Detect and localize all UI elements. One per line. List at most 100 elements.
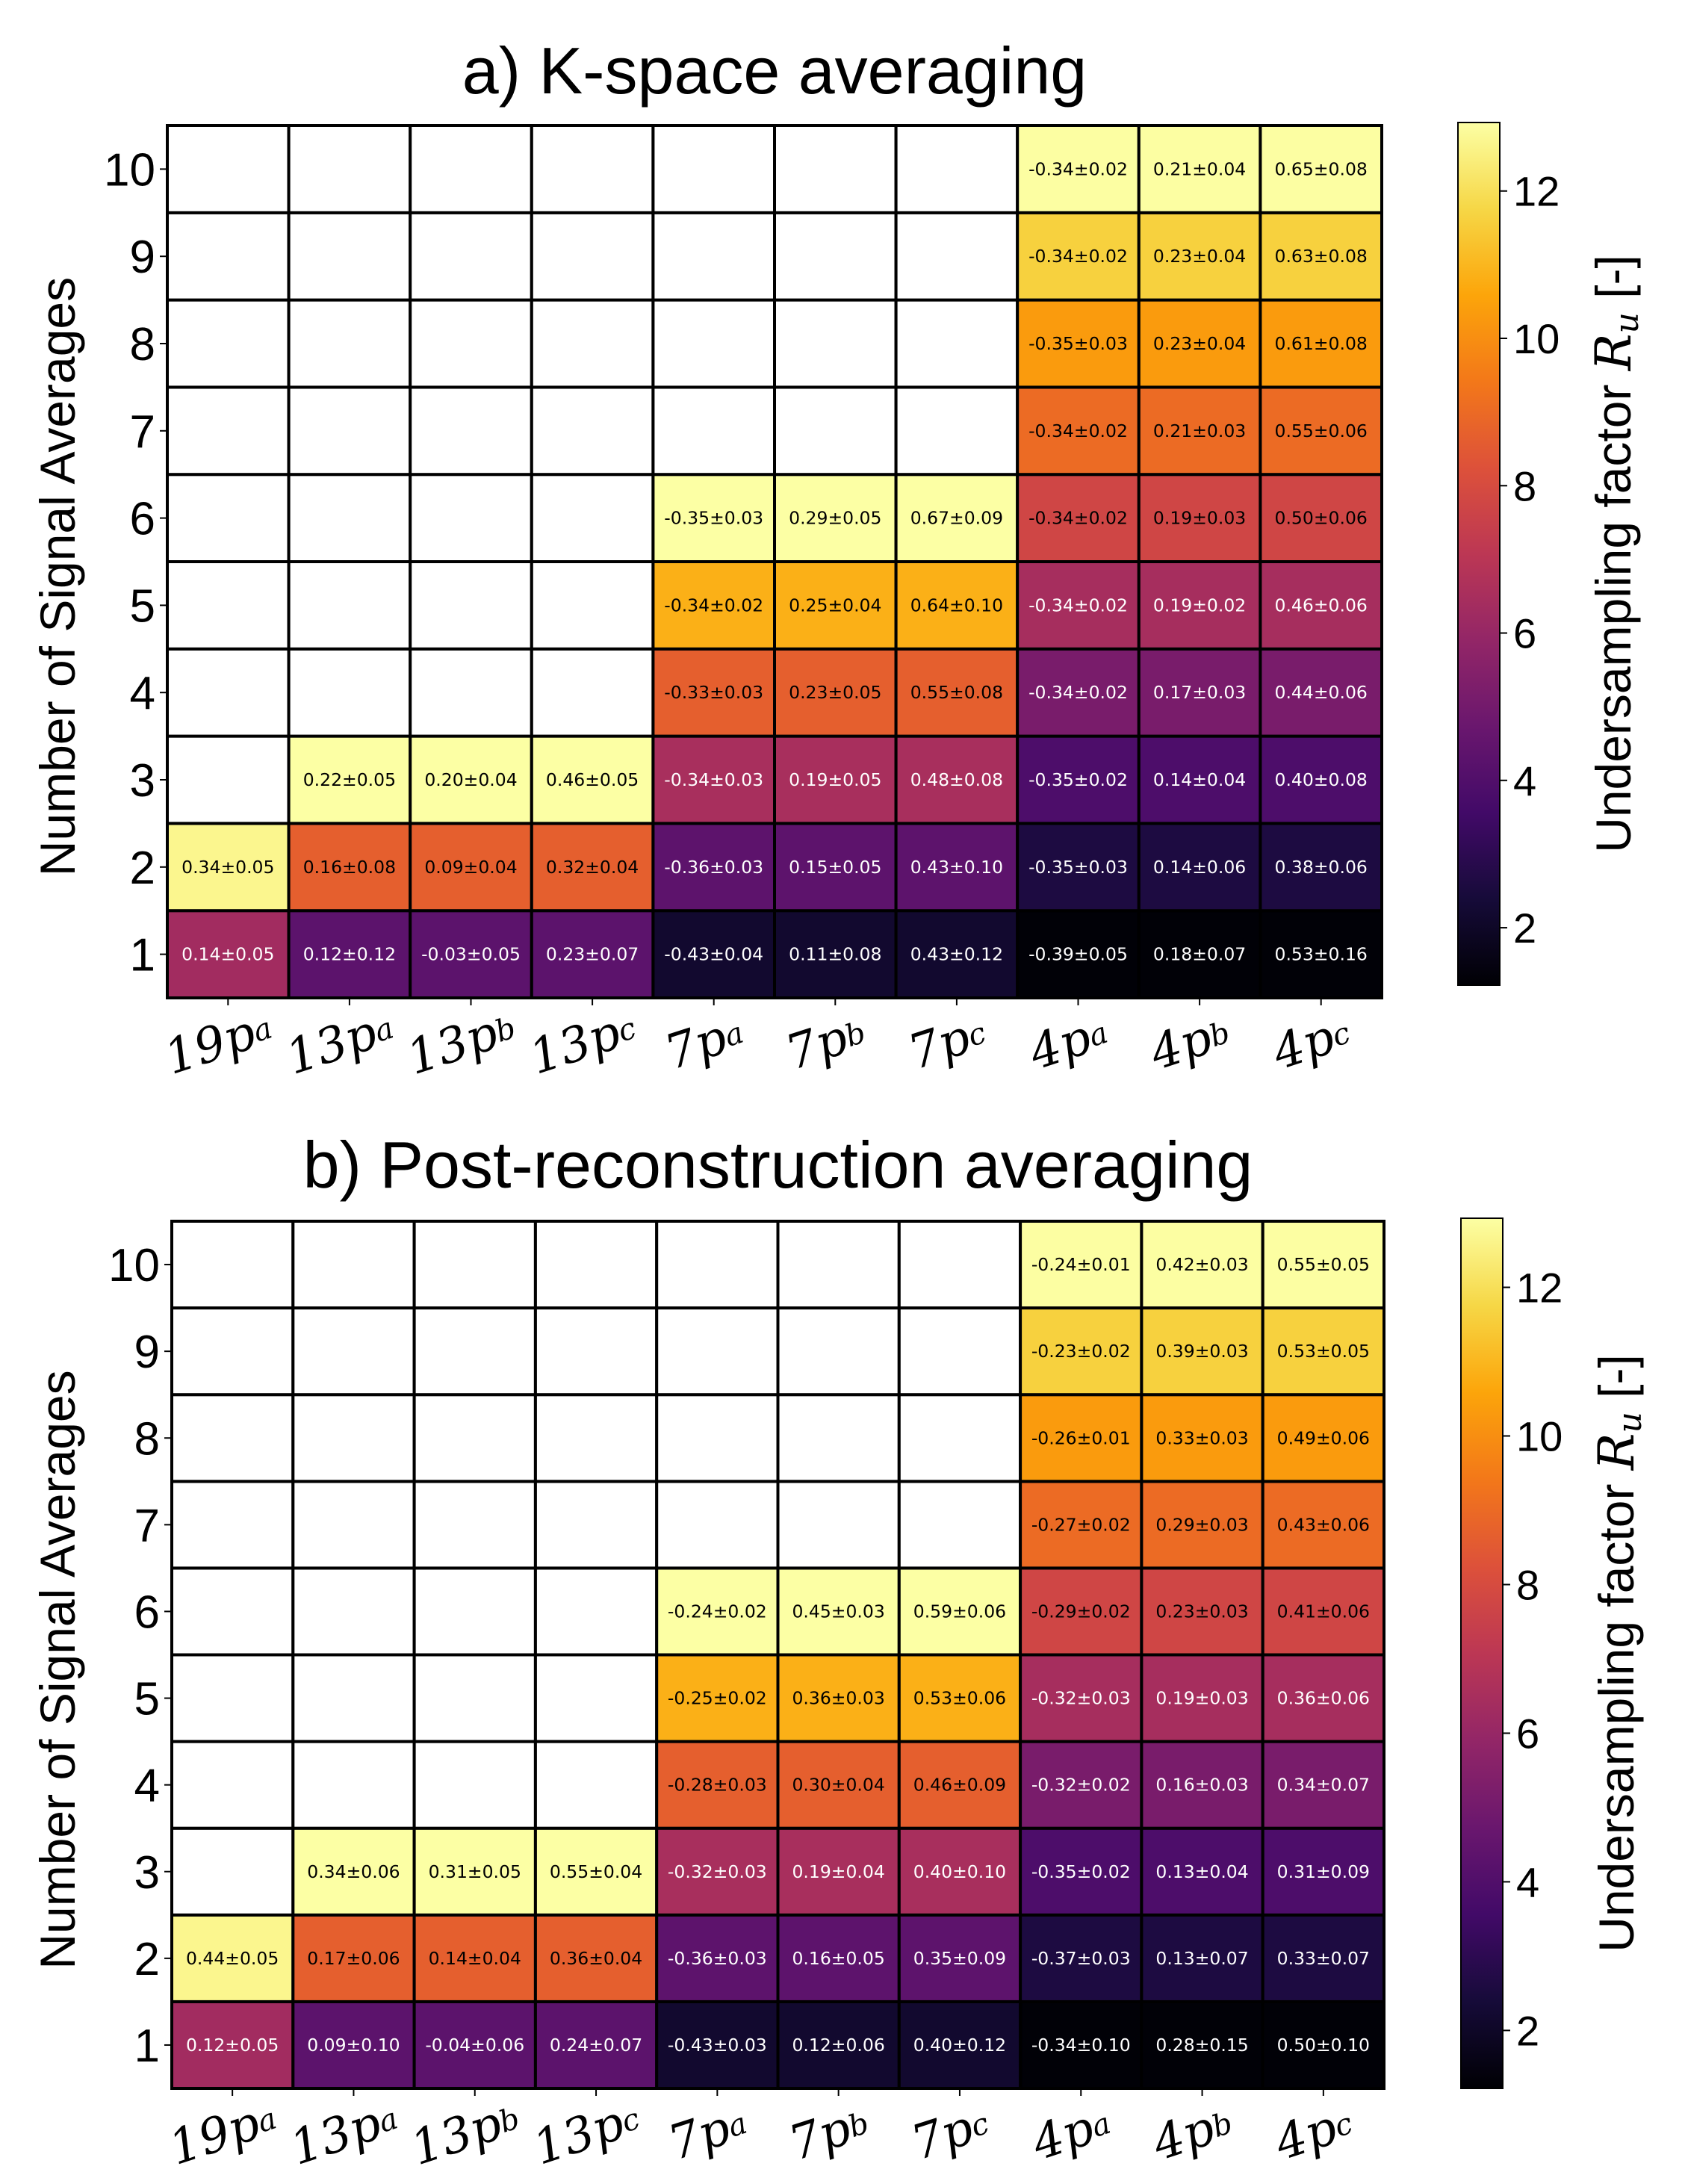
- heatmap-cell: [533, 1393, 659, 1483]
- cell-label: 0.31±0.09: [1277, 1861, 1370, 1882]
- colorbar-tick-label: 8: [1513, 462, 1536, 509]
- cell-label: 0.34±0.07: [1277, 1775, 1370, 1796]
- x-tick-label: 13pb: [400, 999, 523, 1086]
- x-tick-label: 7pc: [902, 1005, 993, 1082]
- panel-a: a) K-space averaging 0.14±0.05 0.12±0.12 -0…: [30, 34, 1646, 1086]
- heatmap-cell: [291, 1826, 416, 1917]
- cell-label: 0.55±0.04: [550, 1861, 642, 1882]
- plot-frame: [166, 124, 1383, 999]
- colorbar-tick-label: 12: [1513, 168, 1560, 215]
- heatmap-cell: [287, 298, 412, 389]
- y-tick-label: 2: [134, 1934, 160, 1985]
- cell-label: 0.12±0.06: [792, 2035, 884, 2056]
- heatmap-cell: [897, 1566, 1023, 1657]
- heatmap-cell: [1140, 1220, 1264, 1310]
- heatmap-cell: [287, 124, 412, 214]
- cell-label: 0.34±0.05: [181, 857, 274, 878]
- heatmap-cell: [1016, 909, 1141, 999]
- x-tick-label: 4pb: [1143, 1004, 1237, 1082]
- cell-label: 0.41±0.06: [1277, 1601, 1370, 1622]
- cell-label: -0.36±0.03: [664, 857, 763, 878]
- heatmap-cell: [1259, 822, 1384, 913]
- x-tick-label: 19pa: [163, 2090, 284, 2177]
- heatmap-cell: [651, 473, 777, 564]
- heatmap-cell: [1016, 473, 1141, 564]
- y-tick-label: 7: [134, 1500, 160, 1551]
- cell-label: -0.03±0.05: [421, 944, 521, 965]
- heatmap-cell: [530, 647, 655, 738]
- heatmap-cell: [1259, 909, 1384, 999]
- heatmap-cell: [166, 734, 291, 825]
- heatmap-cell: [655, 1653, 780, 1743]
- heatmap-cell: [409, 124, 533, 214]
- heatmap-cell: [530, 211, 655, 302]
- cell-label: 0.38±0.06: [1275, 857, 1368, 878]
- cell-label: 0.12±0.05: [186, 2035, 279, 2056]
- heatmap-cell: [1016, 734, 1141, 825]
- heatmap-cell: [651, 124, 777, 214]
- cell-label: -0.35±0.02: [1028, 769, 1128, 790]
- cell-label: 0.55±0.05: [1277, 1254, 1370, 1275]
- y-tick-label: 9: [130, 232, 155, 283]
- heatmap-cell: [1016, 822, 1141, 913]
- cell-label: 0.42±0.03: [1155, 1254, 1248, 1275]
- cell-label: 0.48±0.08: [910, 769, 1003, 790]
- x-tick-main: 13p: [404, 2096, 508, 2177]
- cell-label: -0.34±0.02: [664, 595, 763, 615]
- cell-label: -0.43±0.03: [668, 2035, 767, 2056]
- heatmap-cell: [655, 1220, 780, 1310]
- x-tick-label: 7pb: [783, 2094, 876, 2172]
- cell-label: 0.29±0.05: [789, 508, 881, 529]
- heatmap-cell: [897, 1393, 1023, 1483]
- colorbar-unit: [-]: [1589, 1354, 1644, 1412]
- cell-label: 0.35±0.09: [913, 1948, 1006, 1969]
- colorbar-tick-label: 4: [1516, 1858, 1539, 1905]
- heatmap-cell: [170, 1653, 295, 1743]
- heatmap-cell: [1259, 560, 1384, 651]
- cell-label: 0.16±0.05: [792, 1948, 884, 1969]
- heatmap-cell: [894, 211, 1020, 302]
- cell-label: 0.15±0.05: [789, 857, 881, 878]
- cell-label: -0.39±0.05: [1028, 944, 1128, 965]
- heatmap-cell: [776, 1566, 901, 1657]
- cell-label: 0.19±0.04: [792, 1861, 884, 1882]
- cell-label: 0.17±0.06: [307, 1948, 400, 1969]
- heatmap-cell: [530, 560, 655, 651]
- heatmap-cell: [533, 2000, 659, 2090]
- x-tick-main: 13p: [400, 1005, 504, 1086]
- cell-label: 0.63±0.08: [1275, 246, 1368, 267]
- heatmap-cell: [409, 211, 533, 302]
- cell-label: 0.44±0.05: [186, 1948, 279, 1969]
- y-tick-label: 3: [134, 1847, 160, 1899]
- x-tick-main: 19p: [158, 1005, 262, 1086]
- cell-label: 0.50±0.10: [1277, 2035, 1370, 2056]
- x-tick-label: 4pa: [1025, 2095, 1117, 2172]
- heatmap-cell: [773, 385, 898, 477]
- heatmap-cell: [291, 1220, 416, 1310]
- heatmap-cell: [1019, 1826, 1143, 1917]
- x-tick-main: 13p: [527, 2095, 630, 2176]
- panel-b: b) Post-reconstruction averaging 0.12±0.0…: [30, 1128, 1649, 2177]
- heatmap-cell: [533, 1220, 659, 1310]
- cell-label: -0.23±0.02: [1031, 1341, 1131, 1362]
- x-tick-label: 4pb: [1146, 2094, 1240, 2172]
- heatmap-cell: [170, 1740, 295, 1830]
- y-tick-label: 3: [130, 755, 155, 807]
- x-tick-label: 13pa: [279, 999, 400, 1086]
- heatmap-cell: [412, 1480, 537, 1570]
- cell-label: -0.26±0.01: [1031, 1427, 1131, 1448]
- cell-label: 0.30±0.04: [792, 1775, 884, 1796]
- x-tick-label: 19pa: [158, 999, 279, 1086]
- heatmap-cell: [776, 1306, 901, 1397]
- heatmap-cell: [651, 560, 777, 651]
- colorbar-tick-label: 6: [1513, 610, 1536, 657]
- heatmap-cell: [530, 734, 655, 825]
- heatmap-cell: [287, 211, 412, 302]
- cell-label: 0.19±0.03: [1153, 508, 1246, 529]
- cell-label: 0.49±0.06: [1277, 1427, 1370, 1448]
- colorbar-symbol-sub: u: [1611, 1412, 1649, 1433]
- cell-label: 0.32±0.04: [546, 857, 639, 878]
- heatmap-cell: [776, 1740, 901, 1830]
- cell-label: 0.36±0.03: [792, 1688, 884, 1709]
- heatmap-cell: [412, 1653, 537, 1743]
